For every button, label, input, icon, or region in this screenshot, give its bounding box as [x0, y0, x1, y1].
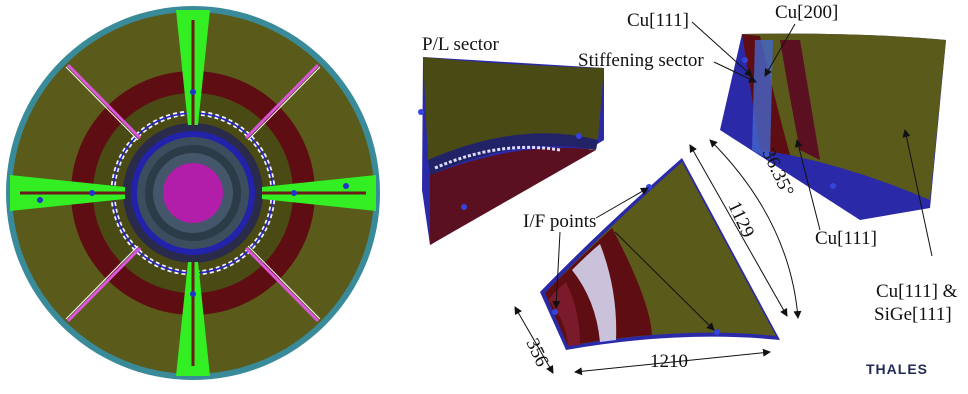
pl-sector-red [430, 147, 596, 245]
label-cu111-sige-line2: SiGe[111] [874, 304, 952, 325]
disk-center-magenta [163, 163, 223, 223]
label-cu111-top: Cu[111] [627, 10, 689, 31]
pl-sector: P/L sector [418, 34, 604, 245]
stiff-sector-ribs [752, 40, 773, 160]
label-cu111-mid: Cu[111] [815, 228, 877, 249]
full-mirror-disk [6, 6, 380, 380]
radial-rods [20, 20, 366, 366]
dim-sector-stiffener [572, 244, 617, 342]
dim-radial-length: 1129 [723, 198, 758, 241]
diagonal-rod-highlights [65, 66, 321, 320]
pl-sector-inner-band [428, 133, 598, 175]
dim-arc-length: 1210 [650, 351, 688, 372]
pl-sector-stiffener [434, 145, 561, 170]
label-pl-sector: P/L sector [422, 34, 500, 55]
thales-logo: THALES [866, 361, 928, 377]
label-if-points: I/F points [523, 211, 596, 232]
diagonal-rods [66, 63, 320, 323]
dimensioned-sector: I/F points 356 1210 1129 36.35° [514, 139, 802, 376]
stiff-sector-red-band [780, 40, 820, 160]
pl-sector-olive [423, 57, 604, 160]
dim-sector-inner [548, 282, 580, 346]
stiffening-sector: Cu[111] Cu[200] Stiffening sector Cu[111… [578, 2, 958, 325]
label-stiffening-sector: Stiffening sector [578, 50, 704, 71]
label-cu200: Cu[200] [775, 2, 838, 23]
disk-interface-dots [37, 89, 349, 297]
label-cu111-sige-line1: Cu[111] & [876, 281, 958, 302]
